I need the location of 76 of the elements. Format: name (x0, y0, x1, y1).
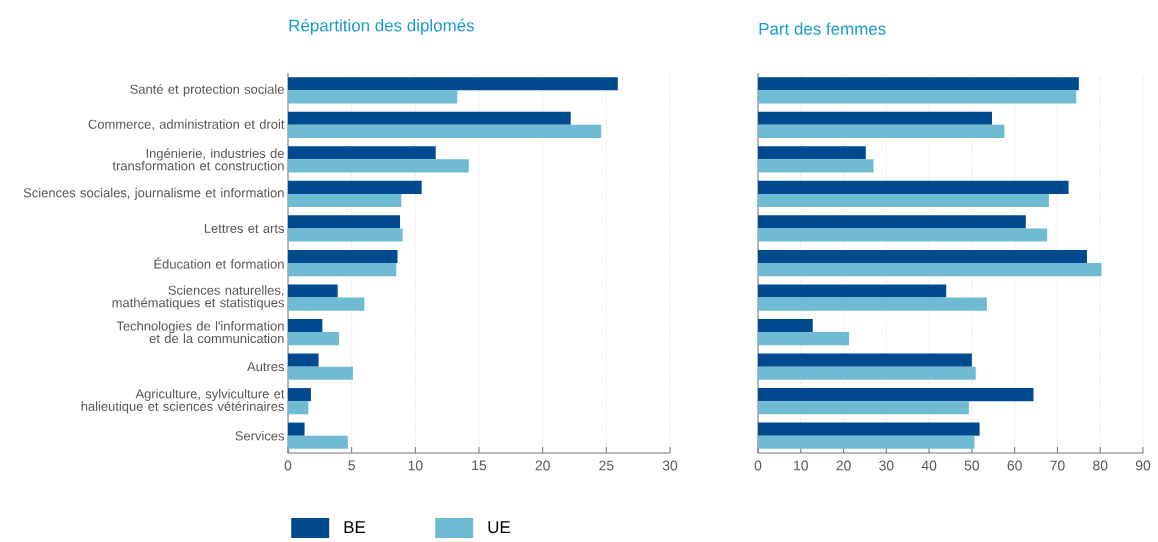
x-tick-label: 10 (794, 460, 808, 471)
bar (288, 366, 353, 380)
bar (758, 401, 969, 415)
bar (758, 263, 1102, 277)
bar (288, 193, 402, 208)
bar (758, 146, 866, 160)
y-tick-label: Éducation et formation (154, 257, 284, 269)
bar (288, 332, 339, 346)
bar (288, 401, 309, 415)
x-tick-label: 80 (1093, 460, 1108, 471)
bar (288, 77, 618, 91)
bar (758, 297, 987, 311)
bar (758, 111, 992, 125)
bar (758, 366, 976, 380)
y-tick-label: Autres (247, 362, 285, 372)
chart-title: Part des femmes (759, 22, 886, 35)
bar (288, 388, 311, 402)
bar (288, 215, 401, 229)
bar (758, 318, 813, 333)
y-tick-label: Services (235, 430, 285, 441)
bar (758, 228, 1048, 242)
bar (288, 180, 422, 194)
bar (288, 146, 436, 160)
x-tick-label: 30 (662, 460, 678, 471)
x-tick-label: 70 (1050, 460, 1065, 471)
legend-label: UE (488, 521, 510, 534)
x-tick-label: 10 (408, 460, 423, 471)
bar (288, 159, 469, 173)
y-tick-label: Sciences sociales, journalisme et information (23, 187, 284, 200)
y-tick-label: Sciences naturelles, mathématiques et statistiques (112, 285, 284, 310)
bar (758, 159, 874, 173)
x-tick-label: 15 (472, 460, 487, 471)
y-tick-label: Lettres et arts (204, 223, 285, 233)
x-tick-label: 90 (1135, 460, 1151, 471)
bar (758, 284, 947, 298)
x-tick-label: 25 (599, 460, 614, 471)
bar (758, 77, 1079, 91)
bar (758, 215, 1026, 229)
y-tick-label: Agriculture, sylviculture et halieutique et sciences vétérinaires (81, 388, 285, 414)
bar (288, 318, 323, 333)
x-tick-label: 20 (836, 460, 851, 471)
bar (288, 90, 458, 104)
x-tick-label: 60 (1007, 460, 1022, 471)
bar (758, 90, 1077, 104)
bar (758, 332, 850, 346)
bar (288, 353, 319, 367)
bar (758, 180, 1069, 194)
bar (288, 124, 602, 138)
bar (758, 388, 1034, 402)
bar (758, 249, 1087, 263)
bar (288, 284, 338, 298)
bar (288, 111, 571, 125)
bar (288, 263, 397, 277)
x-tick-label: 40 (921, 460, 937, 471)
bar (758, 193, 1049, 208)
y-tick-label: Santé et protection sociale (130, 84, 284, 97)
bar (288, 249, 398, 263)
bar (288, 228, 403, 242)
chart-title: Répartition des diplomés (289, 18, 474, 35)
bar (758, 435, 975, 449)
x-tick-label: 0 (754, 460, 762, 471)
x-tick-label: 50 (964, 460, 980, 471)
bar (758, 353, 972, 367)
y-tick-label: Ingénierie, industries de transformation et construction (112, 148, 284, 171)
x-tick-label: 30 (879, 460, 894, 471)
bar (288, 435, 348, 449)
bar (288, 297, 365, 311)
y-tick-label: Commerce, administration et droit (88, 119, 285, 131)
y-tick-label: Technologies de l'information et de la communication (116, 321, 284, 344)
x-tick-label: 20 (535, 460, 550, 471)
x-tick-label: 5 (348, 460, 355, 471)
bar (288, 422, 305, 436)
legend-label: BE (344, 521, 366, 533)
bar (758, 422, 980, 436)
x-tick-label: 0 (284, 460, 292, 471)
bar (758, 124, 1005, 138)
